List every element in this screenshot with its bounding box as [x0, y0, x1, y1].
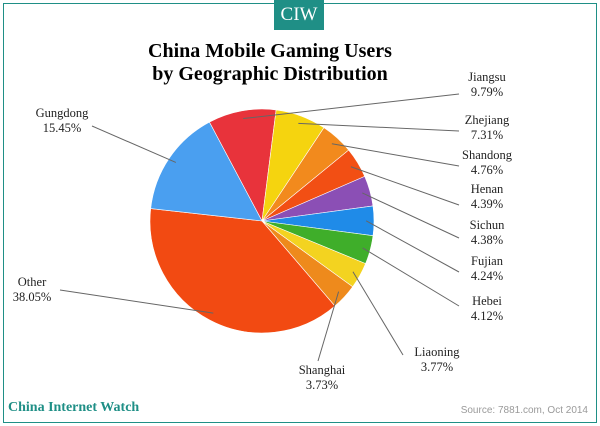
pie-slice-gungdong	[150, 121, 263, 222]
pie-slices	[149, 108, 375, 334]
slice-label-shanghai: Shanghai	[299, 363, 346, 377]
chart-title-line-1: China Mobile Gaming Users	[148, 40, 392, 62]
slice-percent-henan: 4.39%	[471, 197, 503, 211]
leader-line-other	[59, 289, 214, 314]
slice-percent-sichun: 4.38%	[471, 233, 503, 247]
footer-source: Source: 7881.com, Oct 2014	[460, 405, 588, 416]
leader-line-jiangsu	[243, 93, 460, 120]
ciw-logo-badge: CIW	[274, 0, 324, 30]
leader-line-liaoning	[352, 271, 404, 356]
slice-percent-other: 38.05%	[13, 290, 52, 304]
slice-percent-zhejiang: 7.31%	[471, 128, 503, 142]
slice-label-sichun: Sichun	[470, 218, 505, 232]
slice-label-jiangsu: Jiangsu	[468, 70, 506, 84]
slice-label-zhejiang: Zhejiang	[465, 113, 510, 127]
pie-slice-other	[149, 208, 336, 334]
leader-line-shandong	[331, 143, 460, 167]
leader-line-shanghai	[317, 291, 340, 362]
leader-line-gungdong	[91, 125, 177, 163]
slice-percent-gungdong: 15.45%	[43, 121, 82, 135]
slice-label-gungdong: Gungdong	[36, 106, 90, 120]
slice-label-other: Other	[18, 275, 47, 289]
slice-label-liaoning: Liaoning	[414, 345, 460, 359]
slice-percent-hebei: 4.12%	[471, 309, 503, 323]
leader-line-hebei	[362, 247, 460, 307]
slice-percent-liaoning: 3.77%	[421, 360, 453, 374]
slice-label-shandong: Shandong	[462, 148, 513, 162]
slice-percent-shandong: 4.76%	[471, 163, 503, 177]
slice-label-henan: Henan	[471, 182, 504, 196]
slice-percent-fujian: 4.24%	[471, 269, 503, 283]
leader-line-sichun	[362, 192, 460, 239]
chart-title-line-2: by Geographic Distribution	[152, 63, 388, 85]
footer-brand: China Internet Watch	[8, 400, 140, 415]
slice-label-hebei: Hebei	[472, 294, 502, 308]
leader-line-henan	[350, 166, 460, 206]
slice-label-fujian: Fujian	[471, 254, 504, 268]
leader-line-zhejiang	[298, 122, 460, 132]
slice-percent-jiangsu: 9.79%	[471, 85, 503, 99]
leader-line-fujian	[365, 220, 460, 273]
slice-percent-shanghai: 3.73%	[306, 378, 338, 392]
